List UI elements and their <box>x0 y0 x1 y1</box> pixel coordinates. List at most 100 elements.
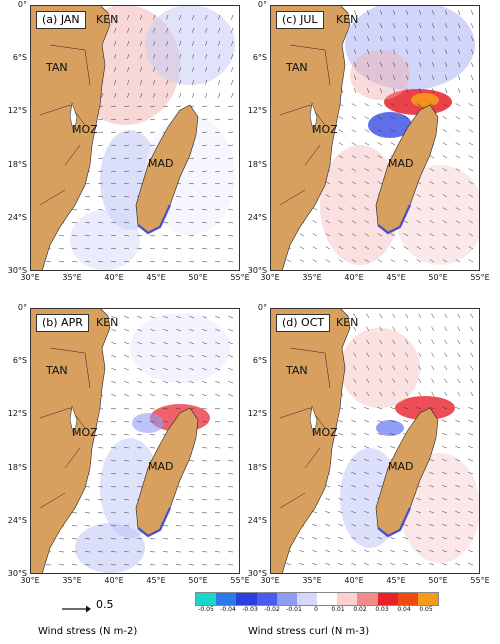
wind-arrow <box>458 88 461 94</box>
wind-arrow <box>124 118 130 121</box>
wind-arrow <box>377 129 383 133</box>
wind-arrow <box>85 260 91 263</box>
lat-tick-label: 0° <box>17 0 27 9</box>
country-label-ken: KEN <box>336 13 359 26</box>
wind-arrow <box>364 116 370 120</box>
wind-arrow <box>325 233 331 237</box>
wind-arrow <box>432 49 435 55</box>
wind-arrow <box>127 92 130 98</box>
wind-arrow <box>470 326 474 332</box>
wind-arrow <box>137 182 143 185</box>
wind-arrow <box>419 10 422 16</box>
wind-arrow <box>442 420 448 423</box>
wind-arrow <box>228 260 234 263</box>
wind-arrow <box>455 485 461 488</box>
wind-arrow <box>457 339 461 345</box>
wind-arrow <box>390 246 396 250</box>
wind-arrow <box>377 181 383 185</box>
wind-arrow <box>366 313 370 319</box>
wind-arrow <box>364 524 370 527</box>
wind-arrow <box>351 181 357 185</box>
wind-arrow <box>176 342 182 345</box>
wind-arrow <box>442 537 448 540</box>
wind-arrow <box>312 511 318 514</box>
curl-anomaly <box>376 420 404 436</box>
wind-arrow <box>390 116 396 120</box>
wind-arrow <box>458 23 461 29</box>
wind-arrow <box>364 498 370 501</box>
wind-arrow <box>470 391 474 397</box>
wind-arrow <box>468 472 474 475</box>
wind-arrow <box>364 259 370 263</box>
wind-arrow <box>215 342 221 345</box>
wind-arrow <box>458 62 461 68</box>
wind-arrow <box>380 23 383 29</box>
wind-arrow <box>192 40 195 46</box>
wind-arrow <box>468 446 474 449</box>
wind-arrow <box>325 537 331 540</box>
wind-arrow <box>366 339 370 345</box>
wind-arrow <box>218 53 221 59</box>
wind-arrow <box>176 316 182 319</box>
wind-arrow <box>189 170 195 173</box>
wind-arrow <box>468 246 474 250</box>
wind-arrow <box>403 233 409 237</box>
wind-arrow <box>468 142 474 146</box>
lon-tick-label: 55°E <box>470 273 490 282</box>
wind-arrow <box>455 524 461 527</box>
wind-arrow <box>468 550 474 553</box>
wind-arrow <box>325 498 331 501</box>
wind-arrow <box>392 391 396 397</box>
wind-arrow <box>114 79 117 85</box>
wind-arrow <box>325 194 331 198</box>
wind-arrow <box>218 92 221 98</box>
wind-arrow <box>379 313 383 319</box>
wind-arrow <box>393 75 396 81</box>
wind-arrow <box>468 563 474 566</box>
wind-arrow <box>445 62 448 68</box>
wind-arrow <box>364 550 370 553</box>
wind-arrow <box>101 92 104 98</box>
lat-tick-label: 24°S <box>7 212 27 222</box>
lat-tick-label: 18°S <box>247 462 267 472</box>
wind-arrow <box>166 53 169 59</box>
wind-arrow <box>406 10 409 16</box>
wind-arrow <box>153 27 156 33</box>
lon-tick-label: 30°E <box>260 273 280 282</box>
lat-tick-label: 30°S <box>247 569 267 578</box>
wind-arrow <box>353 365 357 371</box>
wind-arrow <box>111 144 117 147</box>
curl-anomaly <box>350 50 410 100</box>
wind-arrow <box>351 233 357 237</box>
wind-arrow <box>85 195 91 198</box>
wind-arrow <box>457 391 461 397</box>
wind-arrow <box>137 157 143 160</box>
wind-arrow <box>364 446 370 449</box>
wind-arrow <box>137 260 143 263</box>
wind-arrow <box>364 207 370 211</box>
wind-arrow <box>124 157 130 160</box>
wind-arrow <box>351 129 357 133</box>
wind-arrow <box>470 378 474 384</box>
wind-arrow <box>351 433 357 436</box>
wind-arrow <box>98 234 104 237</box>
colorbar-tick-label: 0.04 <box>397 606 411 613</box>
wind-arrow <box>111 316 117 319</box>
wind-arrow <box>418 378 422 384</box>
wind-arrow <box>429 220 435 224</box>
wind-arrow <box>98 144 104 147</box>
wind-arrow <box>354 10 357 16</box>
wind-arrow <box>364 511 370 514</box>
wind-arrow <box>202 247 208 250</box>
wind-arrow <box>176 208 182 211</box>
wind-arrow <box>98 195 104 198</box>
wind-arrow <box>202 144 208 147</box>
wind-arrow <box>176 247 182 250</box>
wind-arrow <box>390 407 396 410</box>
wind-arrow <box>353 391 357 397</box>
wind-arrow <box>364 168 370 172</box>
lat-tick-label: 18°S <box>247 159 267 169</box>
wind-arrow <box>468 485 474 488</box>
wind-arrow <box>312 233 318 237</box>
wind-arrow <box>111 368 117 371</box>
